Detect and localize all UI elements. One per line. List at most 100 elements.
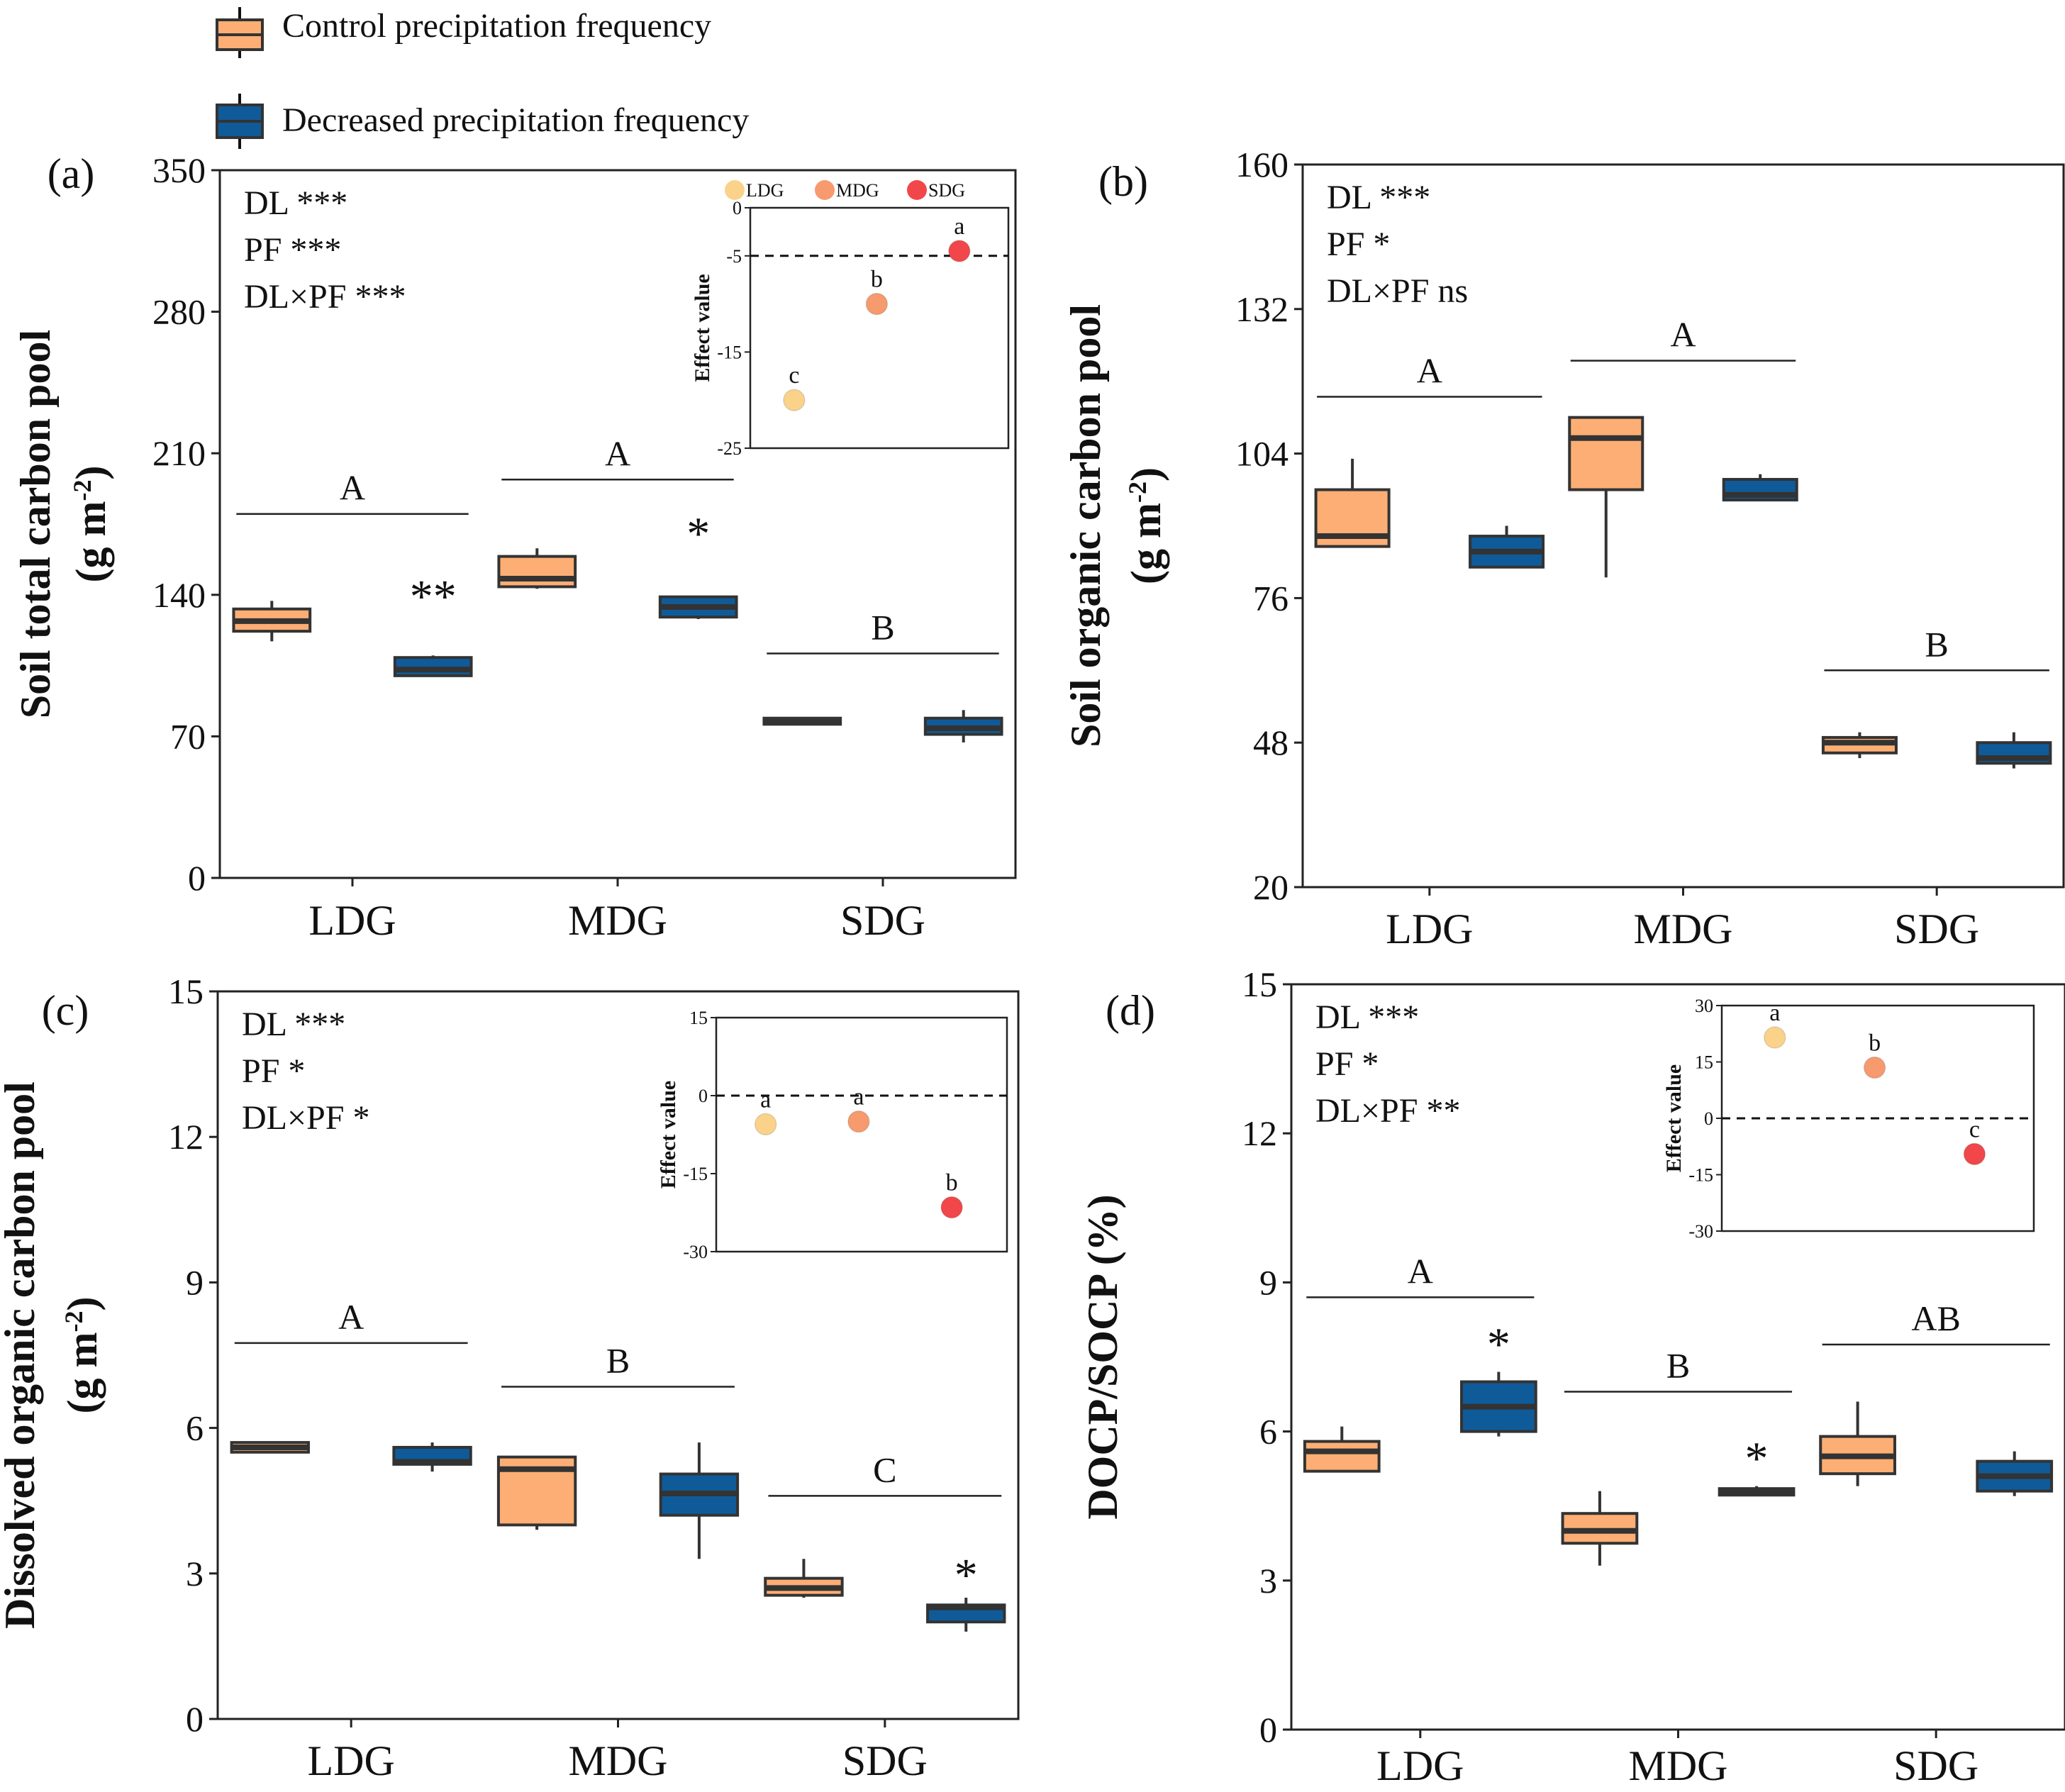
inset-y-tick-label: -5 xyxy=(726,246,742,267)
inset-y-tick-label: -15 xyxy=(717,342,742,362)
box-SDG-decreased xyxy=(923,710,1003,742)
box-body xyxy=(393,656,473,677)
inset-legend-marker-MDG xyxy=(815,180,835,200)
inset-y-tick-label: -30 xyxy=(683,1242,708,1262)
y-tick-label: 140 xyxy=(152,575,206,615)
y-tick-label: 48 xyxy=(1253,723,1288,762)
stat-label: PF * xyxy=(242,1052,305,1090)
inset-y-tick-label: 15 xyxy=(1695,1052,1713,1073)
y-axis-label-unit: (g m-2) xyxy=(59,1297,106,1414)
inset-c: 15 0 -15 -30 Effect value a a b xyxy=(657,1008,1008,1262)
y-axis-label: DOCP/SOCP (%) xyxy=(1079,1194,1126,1519)
inset-a: 0 -5 -15 -25 Effect value c b a LDG MDG SDG xyxy=(691,180,1010,459)
box-MDG-decreased xyxy=(659,1442,740,1559)
x-tick-label: LDG xyxy=(308,897,396,944)
panel-c: 0 3 6 9 12 15 LDG MDG SDG (c) Dissolved organic ca… xyxy=(0,972,1020,1784)
inset-point-letter: b xyxy=(871,267,883,293)
stat-label: PF * xyxy=(1327,226,1390,263)
group-letter: A xyxy=(1417,351,1442,391)
inset-legend-marker-LDG xyxy=(725,180,745,200)
stat-label: PF *** xyxy=(244,231,341,269)
box-SDG-control xyxy=(762,716,842,726)
y-axis-label: Soil total carbon pool xyxy=(12,330,59,718)
y-tick-label: 15 xyxy=(168,972,204,1011)
box-SDG-control xyxy=(1821,732,1898,759)
inset-y-tick-label: 0 xyxy=(698,1086,708,1106)
stat-label: DL *** xyxy=(242,1006,345,1043)
x-tick-label: MDG xyxy=(1628,1742,1727,1789)
box-LDG-decreased xyxy=(1469,525,1545,569)
significance-star: * xyxy=(954,1549,978,1601)
x-tick-label: LDG xyxy=(1376,1742,1464,1789)
group-letter: B xyxy=(1925,624,1948,664)
panels: 0 70 140 210 280 350 LDG MDG SDG (a) Soil total ca… xyxy=(0,145,2065,1789)
stat-label: DL *** xyxy=(1327,179,1430,216)
inset-y-tick-label: 0 xyxy=(733,198,742,218)
inset-y-axis-label: Effect value xyxy=(1662,1064,1686,1172)
inset-point-letter: a xyxy=(853,1084,864,1111)
inset-point-SDG xyxy=(948,240,971,262)
box-MDG-control xyxy=(497,548,577,589)
panel-label: (b) xyxy=(1098,158,1148,205)
box-SDG-control xyxy=(1819,1401,1896,1486)
legend-label-control: Control precipitation frequency xyxy=(282,7,711,45)
y-tick-label: 0 xyxy=(188,858,206,898)
box-LDG-control xyxy=(230,1441,310,1454)
y-axis-label: Dissolved organic carbon pool xyxy=(0,1081,43,1629)
group-letter: A xyxy=(605,433,630,473)
y-axis-unit-text: (g m xyxy=(59,1332,106,1414)
box-SDG-decreased xyxy=(1976,732,2052,769)
inset-y-axis-label: Effect value xyxy=(657,1081,680,1189)
stat-label: DL×PF ** xyxy=(1315,1092,1460,1130)
panel-a: 0 70 140 210 280 350 LDG MDG SDG (a) Soil total ca… xyxy=(12,150,1017,944)
inset-frame xyxy=(749,206,1010,450)
legend-item-decreased: Decreased precipitation frequency xyxy=(216,94,749,149)
box-LDG-decreased xyxy=(392,1442,472,1472)
y-tick-label: 70 xyxy=(170,716,206,756)
y-tick-label: 160 xyxy=(1235,145,1288,184)
inset-point-MDG xyxy=(1863,1056,1886,1079)
panel-d: 0 3 6 9 12 15 LDG MDG SDG (d) DOCP/SOCP (%) DL *** P… xyxy=(1079,964,2065,1789)
inset-d: 30 15 0 -15 -30 Effect value a b c xyxy=(1662,996,2035,1242)
y-tick-label: 12 xyxy=(168,1117,204,1157)
stat-label: DL *** xyxy=(244,184,347,222)
group-letter: A xyxy=(340,468,365,508)
x-tick-label: SDG xyxy=(840,897,925,944)
box-LDG-control xyxy=(232,601,312,642)
legend-item-control: Control precipitation frequency xyxy=(216,7,711,58)
box-body xyxy=(497,555,577,589)
box-MDG-decreased xyxy=(1718,1486,1796,1497)
box-SDG-control xyxy=(764,1559,844,1598)
inset-point-MDG xyxy=(847,1110,870,1133)
box-MDG-control xyxy=(496,1455,577,1530)
y-axis-unit-close: ) xyxy=(67,466,114,480)
box-SDG-decreased xyxy=(926,1598,1006,1632)
stat-label: DL×PF * xyxy=(242,1099,369,1137)
inset-point-letter: a xyxy=(760,1086,771,1113)
inset-y-tick-label: 0 xyxy=(1704,1108,1713,1129)
inset-y-tick-label: -15 xyxy=(1688,1165,1713,1186)
y-axis-label-unit: (g m-2) xyxy=(67,466,114,583)
y-tick-label: 0 xyxy=(1259,1710,1277,1749)
stat-label: DL×PF *** xyxy=(244,278,406,316)
inset-frame xyxy=(715,1016,1008,1253)
y-axis-unit-text: (g m xyxy=(67,501,114,583)
y-tick-label: 210 xyxy=(152,433,206,473)
y-tick-label: 6 xyxy=(186,1408,204,1448)
y-tick-label: 12 xyxy=(1242,1113,1277,1153)
y-tick-label: 350 xyxy=(152,150,206,190)
y-axis-unit-close: ) xyxy=(1123,467,1169,482)
box-body xyxy=(1303,1440,1381,1473)
box-LDG-decreased xyxy=(393,655,473,677)
y-axis-label: Soil organic carbon pool xyxy=(1062,304,1109,747)
inset-legend-marker-SDG xyxy=(907,180,927,200)
inset-point-letter: b xyxy=(1869,1030,1881,1056)
y-tick-label: 3 xyxy=(1259,1561,1277,1601)
x-tick-label: SDG xyxy=(842,1737,928,1784)
stat-label: DL *** xyxy=(1315,998,1419,1036)
inset-y-tick-label: -25 xyxy=(717,438,742,459)
x-tick-label: LDG xyxy=(308,1737,395,1784)
group-letter: A xyxy=(1670,315,1696,355)
group-letter: B xyxy=(606,1340,630,1380)
